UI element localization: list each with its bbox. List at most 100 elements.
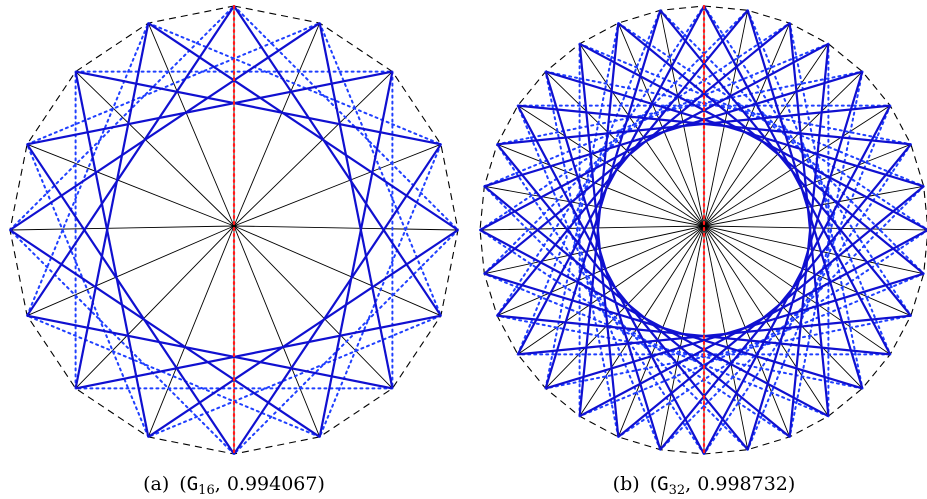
solid-chord — [703, 105, 892, 455]
dotted-chord — [746, 9, 892, 356]
ray-line — [545, 71, 705, 227]
caption-a-sep: , — [215, 473, 227, 495]
solid-chord — [147, 229, 459, 438]
ray-line — [147, 225, 235, 438]
solid-chord — [746, 9, 864, 389]
caption-b-sep: , — [685, 473, 697, 495]
dotted-chord — [578, 42, 925, 188]
ray-line — [75, 225, 235, 389]
ray-line — [233, 225, 442, 317]
dotted-chord — [659, 185, 925, 451]
ray-line — [617, 22, 705, 227]
ray-line — [579, 43, 705, 227]
ray-line — [75, 71, 235, 227]
solid-chord — [483, 22, 791, 275]
solid-chord — [147, 22, 459, 231]
solid-chord — [703, 5, 892, 355]
dotted-chord — [26, 22, 150, 317]
dotted-chord — [746, 104, 892, 451]
caption-a-open: ( — [179, 473, 186, 495]
dotted-chord — [617, 229, 927, 438]
caption-a-symbol: G — [187, 473, 198, 495]
caption-b-subscript: 32 — [669, 483, 686, 498]
ray-line — [659, 10, 705, 227]
dotted-chord — [483, 272, 830, 418]
caption-b-value: 0.998732 — [697, 473, 788, 495]
dotted-chord — [483, 9, 749, 275]
ray-line — [26, 143, 235, 227]
ray-line — [26, 225, 235, 317]
dotted-chord — [617, 22, 927, 231]
diagram-g16 — [9, 4, 459, 456]
solid-chord — [496, 314, 891, 356]
dotted-chord — [147, 314, 442, 438]
caption-a-label: (a) — [143, 473, 169, 495]
solid-chord — [9, 22, 321, 231]
solid-chord — [26, 5, 235, 317]
solid-chord — [544, 9, 662, 389]
solid-chord — [233, 5, 442, 317]
dotted-chord — [233, 5, 459, 231]
solid-chord — [496, 104, 891, 146]
dotted-chord — [26, 22, 321, 146]
solid-chord — [579, 42, 927, 231]
ray-line — [9, 225, 235, 231]
dotted-chord — [703, 5, 912, 317]
solid-chord — [579, 229, 927, 418]
dotted-chord — [483, 42, 830, 188]
solid-chord — [544, 71, 662, 451]
solid-chord — [659, 143, 912, 451]
solid-chord — [483, 272, 863, 390]
ray-line — [147, 22, 235, 227]
dotted-chord — [26, 314, 321, 438]
ray-line — [484, 185, 705, 227]
caption-b-open: ( — [650, 473, 657, 495]
solid-chord — [483, 70, 863, 188]
ray-line — [233, 22, 321, 227]
dotted-chord — [496, 143, 705, 455]
ray-line — [517, 105, 705, 227]
solid-chord — [578, 43, 620, 438]
caption-b-symbol: G — [657, 473, 668, 495]
solid-chord — [617, 185, 925, 438]
dotted-chord — [544, 314, 912, 390]
solid-chord — [545, 272, 925, 390]
solid-chord — [788, 22, 830, 417]
dotted-chord — [544, 70, 620, 438]
dotted-chord — [26, 143, 150, 438]
dotted-chord — [544, 22, 620, 390]
dotted-chord — [496, 70, 864, 146]
dotted-chord — [788, 22, 864, 390]
solid-chord — [516, 105, 705, 455]
ray-line — [703, 43, 829, 227]
solid-chord — [496, 9, 749, 317]
solid-chord — [496, 143, 749, 451]
ray-line — [496, 143, 705, 227]
ray-line — [703, 185, 924, 227]
solid-chord — [233, 143, 442, 455]
solid-chord — [517, 314, 912, 356]
dotted-chord — [9, 229, 235, 455]
dotted-chord — [233, 229, 459, 455]
solid-chord — [75, 70, 442, 146]
solid-chord — [479, 42, 829, 231]
diagram-g32 — [479, 4, 927, 456]
solid-chord — [545, 70, 925, 188]
ray-line — [233, 71, 393, 227]
solid-chord — [746, 71, 864, 451]
ray-line — [233, 225, 321, 438]
caption-a-value: 0.994067 — [227, 473, 318, 495]
dotted-chord — [496, 314, 864, 390]
dotted-chord — [479, 22, 791, 231]
ray-line — [233, 225, 393, 389]
dotted-chord — [516, 9, 662, 356]
solid-chord — [26, 143, 235, 455]
caption-b: (b) (G32, 0.998732) — [613, 473, 796, 498]
solid-chord — [483, 185, 791, 438]
solid-chord — [516, 5, 705, 355]
ray-line — [233, 225, 459, 231]
solid-chord — [578, 22, 620, 417]
dotted-chord — [318, 22, 442, 317]
caption-b-label: (b) — [613, 473, 640, 495]
